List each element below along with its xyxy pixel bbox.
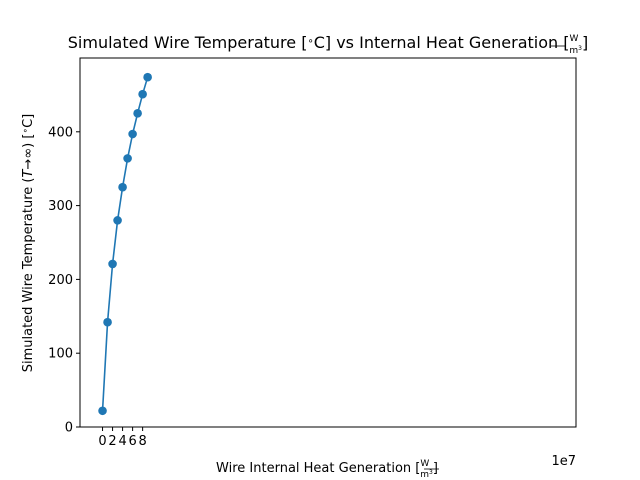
y-axis: 0 100 200 300 400	[48, 125, 80, 436]
y-tick-label: 0	[65, 421, 73, 436]
y-tick-label: 300	[48, 199, 73, 214]
data-point	[128, 129, 137, 139]
y-tick-label: 400	[48, 125, 73, 140]
y-tick-label: 200	[48, 273, 73, 288]
data-point	[108, 259, 117, 269]
data-point	[138, 89, 147, 99]
data-point	[123, 154, 132, 163]
x-tick-label: 4	[118, 434, 126, 449]
data-point	[118, 182, 127, 192]
data-point	[98, 406, 107, 416]
x-tick-label: 8	[138, 434, 146, 449]
data-point	[133, 109, 142, 118]
x-tick-label: 2	[108, 434, 116, 449]
data-point	[113, 216, 122, 225]
x-tick-label: 6	[128, 434, 136, 449]
data-point	[143, 72, 152, 82]
y-axis-label: Simulated Wire Temperature (T→∞) [∘C]	[21, 114, 36, 373]
x-tick-label: 0	[98, 434, 106, 449]
x-axis-label: Wire Internal Heat Generation [W m3]	[216, 459, 438, 480]
axes-frame	[79, 57, 577, 428]
data-point	[103, 317, 112, 327]
x-offset-label: 1e7	[551, 454, 576, 469]
chart-title: Simulated Wire Temperature [∘C] vs Inter…	[68, 33, 588, 56]
y-tick-label: 100	[48, 347, 73, 362]
plot-area	[98, 72, 152, 416]
series-line	[101, 76, 149, 411]
